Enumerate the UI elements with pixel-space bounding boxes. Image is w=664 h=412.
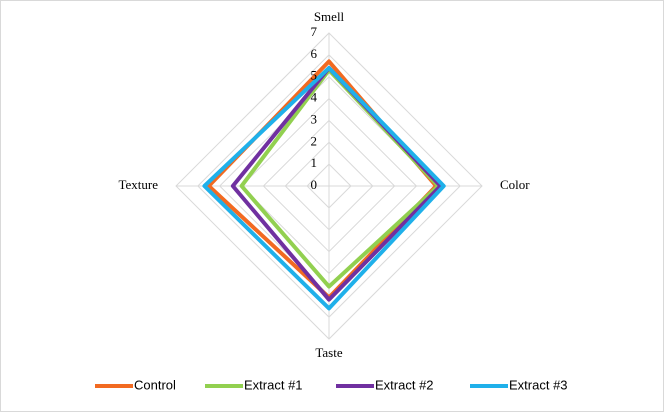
r-tick-label: 6 bbox=[311, 46, 318, 61]
category-label: Taste bbox=[315, 345, 342, 360]
category-label: Smell bbox=[314, 9, 345, 24]
category-label: Color bbox=[500, 177, 530, 192]
legend-label: Control bbox=[134, 377, 176, 392]
r-tick-label: 7 bbox=[311, 24, 318, 39]
category-label: Texture bbox=[118, 177, 158, 192]
legend-label: Extract #2 bbox=[375, 377, 434, 392]
r-tick-label: 1 bbox=[311, 155, 318, 170]
r-tick-label: 4 bbox=[311, 90, 318, 105]
legend-label: Extract #3 bbox=[509, 377, 568, 392]
legend: Control Extract #1 Extract #2 Extract #3 bbox=[95, 377, 568, 392]
r-tick-label: 2 bbox=[311, 133, 318, 148]
series-layer bbox=[202, 59, 446, 311]
series-line bbox=[202, 65, 446, 311]
r-tick-label: 3 bbox=[311, 111, 318, 126]
r-tick-label: 0 bbox=[311, 177, 318, 192]
legend-label: Extract #1 bbox=[244, 377, 303, 392]
r-tick-label: 5 bbox=[311, 68, 318, 83]
